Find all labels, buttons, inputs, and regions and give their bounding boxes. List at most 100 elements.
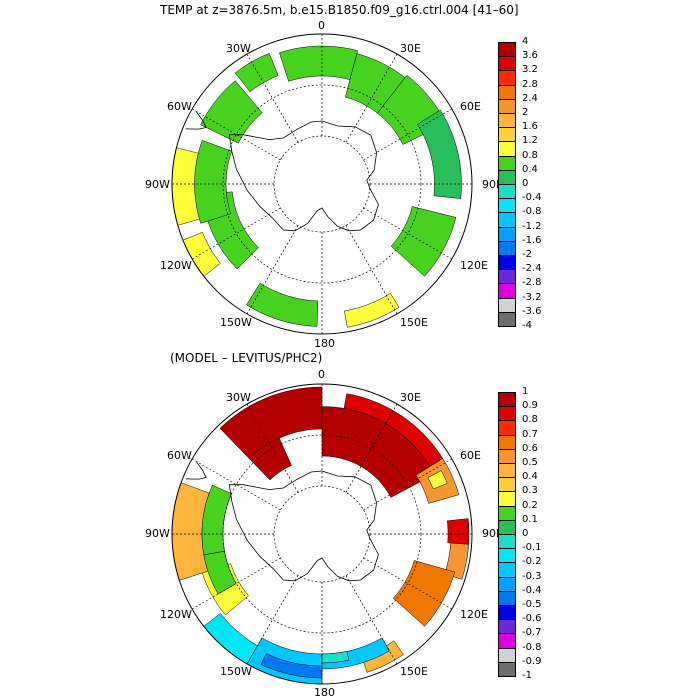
colorbar-tick-label: -0.5 [522, 599, 542, 610]
colorbar-tick-label: 0 [522, 528, 529, 539]
colorbar-tick-label: -1.6 [522, 234, 542, 246]
colorbar [498, 42, 516, 327]
colorbar-tick-label: 0.4 [522, 163, 538, 175]
colorbar-swatch [498, 240, 516, 256]
colorbar-tick-label: -0.8 [522, 206, 542, 218]
value-region [390, 206, 457, 277]
colorbar-tick-label: 4 [522, 36, 529, 47]
colorbar-tick-label: 0.5 [522, 457, 538, 468]
colorbar-tick-label: 2.8 [522, 78, 538, 90]
colorbar-swatch [498, 661, 516, 677]
colorbar-swatch [498, 505, 516, 521]
meridian-line [363, 458, 453, 511]
colorbar-swatch [498, 297, 516, 313]
lon-label-150e: 150E [400, 665, 428, 678]
lon-label-120w: 120W [160, 259, 192, 272]
lon-label-0: 0 [318, 368, 325, 381]
colorbar-tick-label: 1.2 [522, 135, 538, 147]
colorbar-swatch [498, 420, 516, 436]
lon-label-90e: 90E [482, 178, 503, 191]
colorbar-swatch [498, 519, 516, 535]
colorbar-swatch [498, 184, 516, 200]
lon-label-150e: 150E [400, 316, 428, 329]
colorbar-tick-label: -2.4 [522, 263, 542, 275]
colorbar-swatch [498, 392, 516, 408]
map-boundary [171, 383, 473, 685]
lon-label-30e: 30E [400, 391, 421, 404]
colorbar-swatch [498, 619, 516, 635]
value-region [246, 282, 319, 327]
lon-label-180: 180 [314, 337, 335, 350]
south-america-coastline [185, 110, 207, 130]
value-region [260, 653, 323, 679]
colorbar-tick-label: 1 [522, 386, 529, 397]
value-region [248, 437, 292, 481]
colorbar-tick-label: -0.4 [522, 192, 542, 204]
shaded-regions [171, 45, 462, 328]
colorbar-swatch [498, 562, 516, 578]
meridian-line [345, 575, 398, 665]
colorbar-tick-label: -0.4 [522, 584, 542, 596]
colorbar-tick-label: -0.1 [522, 542, 542, 554]
colorbar-swatch [498, 548, 516, 564]
meridian-line [191, 207, 281, 260]
meridian-line [191, 458, 281, 511]
colorbar-tick-label: -0.7 [522, 627, 542, 639]
value-region [194, 140, 233, 224]
value-region [234, 52, 279, 93]
meridian-line [363, 207, 453, 260]
meridian-line [345, 53, 398, 143]
lon-label-90e: 90E [482, 527, 503, 540]
colorbar-swatch [498, 576, 516, 592]
colorbar-swatch [498, 605, 516, 621]
lon-label-120w: 120W [160, 608, 192, 621]
antarctica-coastline [228, 120, 379, 232]
colorbar-swatch [498, 42, 516, 58]
colorbar-swatch [498, 311, 516, 327]
colorbar-swatch [498, 590, 516, 606]
colorbar-swatch [498, 255, 516, 271]
lon-label-120e: 120E [460, 608, 488, 621]
value-region [447, 518, 470, 545]
colorbar-tick-label: 1.6 [522, 121, 538, 133]
colorbar-swatch [498, 477, 516, 493]
value-region [417, 109, 462, 199]
lon-label-150w: 150W [220, 316, 252, 329]
colorbar-swatch [498, 169, 516, 185]
colorbar-tick-label: -4 [522, 320, 532, 331]
colorbar-swatch [498, 113, 516, 129]
latitude-circle [222, 434, 422, 634]
lon-label-180: 180 [314, 686, 335, 699]
colorbar-tick-label: -0.2 [522, 556, 542, 568]
colorbar-swatch [498, 491, 516, 507]
colorbar-swatch [498, 127, 516, 143]
meridian-line [246, 53, 299, 143]
colorbar-swatch [498, 56, 516, 72]
colorbar-tick-label: 0.8 [522, 149, 538, 161]
colorbar-swatch [498, 198, 516, 214]
colorbar-tick-label: -0.9 [522, 655, 542, 667]
value-region [427, 470, 448, 490]
colorbar-tick-label: 0.1 [522, 513, 538, 525]
colorbar-swatch [498, 155, 516, 171]
lon-label-60w: 60W [167, 100, 192, 113]
antarctica-coastline [228, 470, 379, 582]
colorbar-tick-label: 0.9 [522, 400, 538, 412]
south-america-coastline [185, 460, 207, 480]
latitude-circle [222, 84, 422, 284]
colorbar-tick-label: 0.6 [522, 442, 538, 454]
colorbar-swatch [498, 434, 516, 450]
colorbar-swatch [498, 406, 516, 422]
colorbar-swatch [498, 84, 516, 100]
shaded-regions [171, 386, 470, 685]
colorbar-tick-label: -0.6 [522, 613, 542, 625]
colorbar-swatch [498, 141, 516, 157]
colorbar-tick-label: -3.2 [522, 291, 542, 303]
value-region [279, 45, 359, 82]
panel-title: (MODEL – LEVITUS/PHC2) [170, 351, 323, 365]
meridian-line [363, 108, 453, 161]
lon-label-60e: 60E [460, 100, 481, 113]
colorbar-tick-label: 3.2 [522, 64, 538, 76]
meridian-line [345, 225, 398, 315]
colorbar-tick-label: -1 [522, 670, 532, 681]
